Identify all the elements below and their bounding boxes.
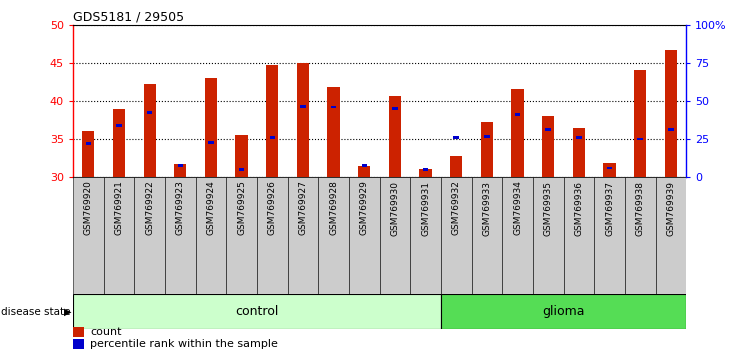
Bar	[73, 177, 104, 294]
Bar	[73, 294, 441, 329]
Text: control: control	[235, 305, 279, 318]
Bar	[331, 105, 337, 108]
Text: GSM769924: GSM769924	[207, 181, 215, 235]
Bar	[594, 177, 625, 294]
Bar	[573, 127, 585, 177]
Text: GSM769931: GSM769931	[421, 181, 430, 235]
Bar	[637, 138, 643, 140]
Text: GSM769923: GSM769923	[176, 181, 185, 235]
Bar	[288, 177, 318, 294]
Bar	[361, 164, 367, 167]
Text: GSM769937: GSM769937	[605, 181, 614, 235]
Bar	[297, 63, 309, 177]
Text: GSM769922: GSM769922	[145, 181, 154, 235]
Text: GSM769926: GSM769926	[268, 181, 277, 235]
Text: GSM769920: GSM769920	[84, 181, 93, 235]
Text: GSM769935: GSM769935	[544, 181, 553, 235]
Bar	[349, 177, 380, 294]
Bar	[113, 108, 125, 177]
Bar	[502, 177, 533, 294]
Text: ▶: ▶	[64, 307, 72, 316]
Bar	[328, 87, 339, 177]
Bar	[226, 177, 257, 294]
Bar	[545, 129, 551, 131]
Bar	[257, 177, 288, 294]
Bar	[665, 50, 677, 177]
Text: GSM769933: GSM769933	[483, 181, 491, 235]
Bar	[205, 78, 217, 177]
Bar	[576, 136, 582, 139]
Bar	[542, 116, 554, 177]
Bar	[85, 142, 91, 145]
Bar	[668, 129, 674, 131]
Text: glioma: glioma	[542, 305, 585, 318]
Bar	[177, 164, 183, 167]
Bar	[656, 177, 686, 294]
Bar	[196, 177, 226, 294]
Text: GSM769928: GSM769928	[329, 181, 338, 235]
Bar	[239, 168, 245, 171]
Bar	[165, 177, 196, 294]
Bar	[410, 177, 441, 294]
Bar	[392, 107, 398, 110]
Text: GSM769927: GSM769927	[299, 181, 307, 235]
Text: GSM769938: GSM769938	[636, 181, 645, 235]
Bar	[116, 124, 122, 127]
Text: GSM769932: GSM769932	[452, 181, 461, 235]
Bar	[144, 84, 155, 177]
Bar	[147, 111, 153, 114]
Bar	[318, 177, 349, 294]
Bar	[208, 141, 214, 144]
Bar	[82, 131, 94, 177]
Text: count: count	[91, 327, 122, 337]
Bar	[453, 136, 459, 139]
Text: GSM769925: GSM769925	[237, 181, 246, 235]
Bar	[389, 96, 401, 177]
Text: disease state: disease state	[1, 307, 70, 316]
Bar	[607, 166, 612, 169]
Bar	[604, 162, 615, 177]
Text: GSM769930: GSM769930	[391, 181, 399, 235]
Bar	[300, 105, 306, 108]
Bar	[174, 164, 186, 177]
Bar	[634, 70, 646, 177]
Bar	[515, 113, 520, 116]
Text: GSM769929: GSM769929	[360, 181, 369, 235]
Text: GSM769939: GSM769939	[666, 181, 675, 235]
Bar	[625, 177, 656, 294]
Text: GDS5181 / 29505: GDS5181 / 29505	[73, 11, 184, 24]
Bar	[73, 327, 84, 337]
Bar	[481, 122, 493, 177]
Text: percentile rank within the sample: percentile rank within the sample	[91, 339, 278, 349]
Bar	[236, 135, 247, 177]
Bar	[512, 90, 523, 177]
Text: GSM769934: GSM769934	[513, 181, 522, 235]
Bar	[104, 177, 134, 294]
Bar	[269, 136, 275, 139]
Text: GSM769936: GSM769936	[575, 181, 583, 235]
Bar	[450, 156, 462, 177]
Bar	[484, 135, 490, 138]
Bar	[134, 177, 165, 294]
Bar	[358, 166, 370, 177]
Bar	[73, 339, 84, 349]
Bar	[564, 177, 594, 294]
Text: GSM769921: GSM769921	[115, 181, 123, 235]
Bar	[533, 177, 564, 294]
Bar	[380, 177, 410, 294]
Bar	[441, 177, 472, 294]
Bar	[423, 168, 429, 171]
Bar	[441, 294, 686, 329]
Bar	[472, 177, 502, 294]
Bar	[420, 170, 431, 177]
Bar	[266, 65, 278, 177]
